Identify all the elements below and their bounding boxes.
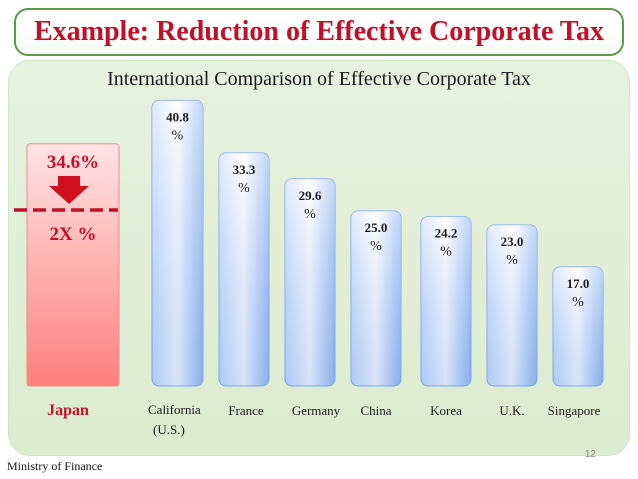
page-number: 12 [584, 449, 596, 460]
category-label-korea: Korea [430, 403, 462, 418]
category-label-japan: Japan [47, 402, 89, 419]
bar-shade-california-u-s [152, 100, 203, 387]
bar-shade-china [351, 211, 401, 386]
value-label-france: 33.3% [233, 162, 256, 196]
value-label-u-k: 23.0% [501, 234, 524, 268]
value-label-germany: 29.6% [299, 188, 322, 222]
category-label-u-k: U.K. [499, 403, 524, 418]
target-label-japan: 2X % [50, 224, 97, 245]
category-label-france: France [228, 403, 264, 418]
bar-shade-france [219, 152, 269, 386]
value-label-california-u-s: 40.8% [166, 109, 189, 143]
bar-shade-u-k [487, 225, 537, 386]
bar-japan [26, 143, 120, 387]
title-bar: Example: Reduction of Effective Corporat… [14, 8, 624, 56]
value-label-korea: 24.2% [435, 226, 458, 260]
chart-title: International Comparison of Effective Co… [107, 68, 531, 90]
bar-shade-singapore [553, 267, 603, 386]
down-arrow-icon [49, 176, 89, 204]
category-label-california-u-s: California (U.S.) [148, 402, 201, 437]
slide-title: Example: Reduction of Effective Corporat… [33, 16, 605, 47]
category-label-china: China [360, 403, 391, 418]
bar-shade-korea [421, 216, 471, 386]
value-label-japan: 34.6% [47, 152, 99, 173]
value-label-china: 25.0% [365, 220, 388, 254]
category-label-singapore: Singapore [548, 403, 601, 418]
category-label-germany: Germany [292, 403, 341, 418]
footer-text: Ministry of Finance [7, 459, 103, 473]
value-label-singapore: 17.0% [567, 276, 590, 310]
bar-shade-germany [285, 178, 335, 386]
